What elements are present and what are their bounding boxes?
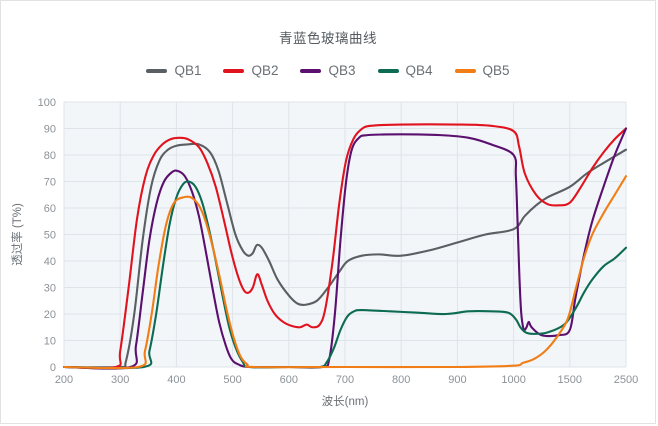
legend-label: QB2	[251, 63, 279, 78]
y-axis-tick-label: 50	[44, 230, 56, 242]
y-axis-tick-label: 70	[44, 177, 56, 189]
legend-item-qb2[interactable]: QB2	[223, 63, 278, 78]
series-line-qb1[interactable]	[62, 142, 628, 369]
legend-item-qb4[interactable]: QB4	[377, 63, 433, 78]
series-line-qb4[interactable]	[62, 180, 628, 370]
legend-label: QB4	[405, 63, 433, 78]
y-axis-tick-label: 80	[44, 150, 56, 162]
legend-swatch-icon	[146, 68, 168, 73]
y-axis-tick-label: 60	[44, 203, 56, 215]
legend-item-qb1[interactable]: QB1	[146, 63, 201, 78]
x-axis-tick-label: 1000	[501, 374, 525, 386]
y-axis-tick-label: 10	[44, 336, 56, 348]
legend-swatch-icon	[223, 68, 245, 73]
x-axis-tick-label: 400	[167, 374, 185, 386]
y-axis-tick-label: 0	[50, 362, 56, 374]
x-axis-tick-label: 700	[336, 374, 354, 386]
x-axis-tick-label: 800	[392, 374, 410, 386]
legend-swatch-icon	[300, 68, 322, 73]
legend-item-qb5[interactable]: QB5	[454, 63, 510, 78]
y-axis-title: 透过率 (T%)	[10, 203, 24, 266]
legend-item-qb3[interactable]: QB3	[300, 63, 356, 78]
x-axis-tick-label: 200	[55, 374, 73, 386]
series-line-qb2[interactable]	[62, 123, 628, 370]
legend-swatch-icon	[454, 68, 476, 73]
chart-title: 青蓝色玻璃曲线	[279, 31, 377, 46]
chart-legend: QB1 QB2 QB3 QB4 QB5	[1, 63, 655, 78]
y-axis-tick-label: 90	[44, 124, 56, 136]
legend-label: QB5	[482, 63, 510, 78]
x-axis-tick-label: 500	[223, 374, 241, 386]
x-axis-tick-label: 1500	[558, 374, 582, 386]
x-axis-tick-label: 600	[280, 374, 298, 386]
legend-label: QB1	[174, 63, 202, 78]
x-axis-tick-label: 2500	[614, 374, 638, 386]
series-line-qb5[interactable]	[62, 175, 628, 370]
legend-swatch-icon	[377, 68, 399, 73]
x-axis-tick-label: 300	[111, 374, 129, 386]
x-axis-title: 波长(nm)	[322, 395, 369, 408]
legend-label: QB3	[328, 63, 356, 78]
y-axis-tick-label: 30	[44, 283, 56, 295]
y-axis-tick-label: 40	[44, 256, 56, 268]
y-axis-tick-label: 20	[44, 309, 56, 321]
x-axis-tick-label: 900	[448, 374, 466, 386]
y-axis-tick-label: 100	[38, 97, 56, 109]
